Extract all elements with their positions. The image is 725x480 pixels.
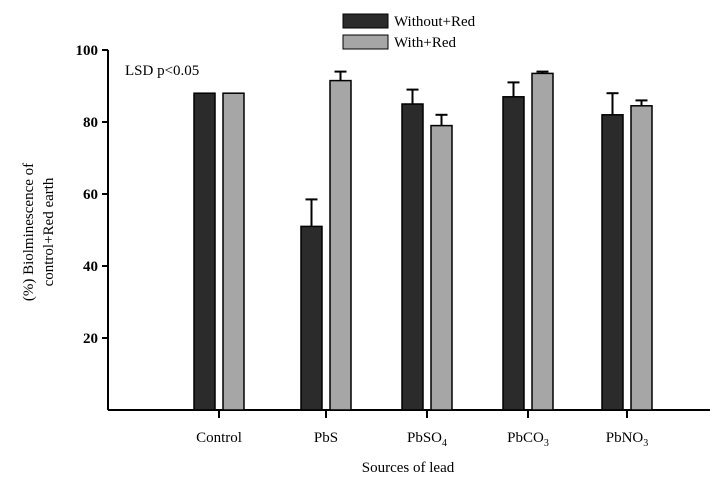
x-tick-label: PbCO3 bbox=[507, 430, 549, 449]
x-tick-label: PbNO3 bbox=[606, 430, 649, 449]
bar-without-red bbox=[502, 96, 525, 411]
bar-without-red bbox=[300, 225, 323, 411]
y-tick-label: 60 bbox=[83, 187, 98, 203]
y-axis-title-line: control+Red earth bbox=[41, 177, 57, 286]
bar-with-red bbox=[222, 92, 245, 411]
y-axis: 20 40 60 80 100 bbox=[76, 43, 109, 410]
legend-swatch bbox=[342, 34, 389, 50]
bar-without-red bbox=[193, 92, 216, 411]
x-axis-title: Sources of lead bbox=[362, 460, 455, 476]
x-tick-label: PbS bbox=[314, 430, 338, 446]
bar-without-red bbox=[601, 114, 624, 411]
bar-with-red bbox=[630, 105, 653, 411]
legend-swatch bbox=[342, 13, 389, 29]
bar-with-red bbox=[329, 79, 352, 411]
x-axis: Control PbS PbSO4 PbCO3 PbNO3 bbox=[108, 409, 710, 449]
x-tick-label: Control bbox=[196, 430, 242, 446]
y-tick-label: 100 bbox=[76, 43, 99, 59]
bar-without-red bbox=[401, 103, 424, 411]
legend-label: With+Red bbox=[394, 35, 457, 51]
significance-annotation: LSD p<0.05 bbox=[125, 63, 199, 79]
legend: Without+Red With+Red bbox=[342, 13, 476, 51]
y-tick-label: 40 bbox=[83, 259, 98, 275]
x-tick-label: PbSO4 bbox=[407, 430, 447, 449]
bar-with-red bbox=[531, 72, 554, 411]
y-axis-title-line: (%) Biolminescence of bbox=[21, 163, 37, 301]
y-axis-title: (%) Biolminescence of control+Red earth bbox=[21, 163, 57, 301]
legend-label: Without+Red bbox=[394, 14, 476, 30]
bar-with-red bbox=[430, 124, 453, 411]
y-tick-label: 80 bbox=[83, 115, 98, 131]
y-tick-label: 20 bbox=[83, 331, 98, 347]
bars bbox=[193, 70, 653, 411]
